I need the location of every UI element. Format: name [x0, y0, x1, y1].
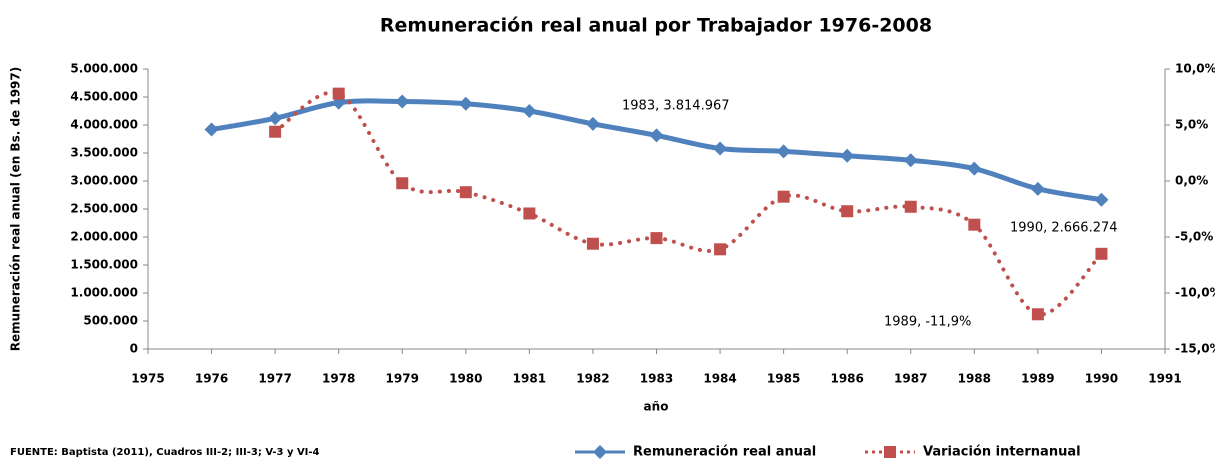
legend-marker: [593, 445, 607, 459]
y-tick-label: 1.500.000: [70, 258, 138, 272]
series-line: [273, 90, 1104, 317]
x-tick-label: 1976: [195, 372, 228, 386]
y2-tick-label: -5,0%: [1175, 230, 1213, 244]
point: [204, 122, 219, 137]
y-tick-label: 3.500.000: [70, 146, 138, 160]
point: [268, 111, 283, 126]
x-tick-label: 1989: [1021, 372, 1054, 386]
x-tick-label: 1984: [703, 372, 736, 386]
y2-tick-label: 5,0%: [1175, 118, 1208, 132]
x-tick-label: 1982: [576, 372, 609, 386]
x-tick-label: 1986: [830, 372, 863, 386]
x-tick-label: 1977: [258, 372, 291, 386]
x-tick-label: 1985: [767, 372, 800, 386]
y2-tick-label: 0,0%: [1175, 174, 1208, 188]
series-line: [211, 98, 1102, 203]
point: [523, 207, 536, 220]
y2-tick-label: -15,0%: [1175, 342, 1215, 356]
point: [904, 200, 917, 213]
x-tick-label: 1975: [131, 372, 164, 386]
legend-label: Remuneración real anual: [633, 445, 816, 460]
point: [841, 205, 854, 218]
point: [585, 116, 600, 131]
y-tick-label: 2.000.000: [70, 230, 138, 244]
point: [459, 186, 472, 199]
x-tick-label: 1988: [958, 372, 991, 386]
source-note: FUENTE: Baptista (2011), Cuadros III-2; …: [10, 447, 320, 458]
point: [776, 144, 791, 159]
point: [1031, 308, 1044, 321]
point: [522, 104, 537, 118]
x-tick-label: 1991: [1148, 372, 1181, 386]
x-tick-label: 1990: [1085, 372, 1118, 386]
y-tick-label: 3.000.000: [70, 174, 138, 188]
y-tick-label: 2.500.000: [70, 202, 138, 216]
x-tick-label: 1980: [449, 372, 482, 386]
point: [714, 243, 727, 256]
y-axis-label: Remuneración real anual (en Bs. de 1997): [9, 67, 23, 352]
point: [1095, 247, 1108, 260]
point: [967, 161, 982, 176]
x-tick-label: 1978: [322, 372, 355, 386]
point: [1094, 192, 1109, 207]
point: [1030, 181, 1045, 196]
annotation: 1990, 2.666.274: [1010, 221, 1118, 236]
x-tick-label: 1979: [386, 372, 419, 386]
point: [649, 128, 664, 143]
annotation: 1989, -11,9%: [884, 315, 971, 330]
point: [586, 237, 599, 250]
x-tick-label: 1981: [513, 372, 546, 386]
y2-tick-label: -10,0%: [1175, 286, 1215, 300]
point: [458, 96, 473, 111]
y-tick-label: 4.500.000: [70, 90, 138, 104]
legend-label: Variación internanual: [923, 445, 1081, 460]
y-tick-label: 5.000.000: [70, 62, 138, 76]
point: [332, 87, 345, 100]
point: [713, 141, 728, 156]
legend-marker: [884, 446, 896, 458]
point: [269, 125, 282, 138]
x-tick-label: 1983: [640, 372, 673, 386]
x-axis-label: año: [644, 400, 669, 414]
y2-tick-label: 10,0%: [1175, 62, 1215, 76]
y-tick-label: 4.000.000: [70, 118, 138, 132]
annotation: 1983, 3.814.967: [622, 99, 730, 114]
chart-title: Remuneración real anual por Trabajador 1…: [380, 15, 932, 37]
point: [968, 218, 981, 231]
point: [777, 190, 790, 203]
y-tick-label: 1.000.000: [70, 286, 138, 300]
point: [650, 232, 663, 245]
point: [840, 148, 855, 163]
y-tick-label: 0: [130, 342, 138, 356]
point: [395, 94, 410, 109]
point: [903, 153, 918, 168]
x-tick-label: 1987: [894, 372, 927, 386]
y-tick-label: 500.000: [83, 314, 138, 328]
point: [396, 177, 409, 190]
